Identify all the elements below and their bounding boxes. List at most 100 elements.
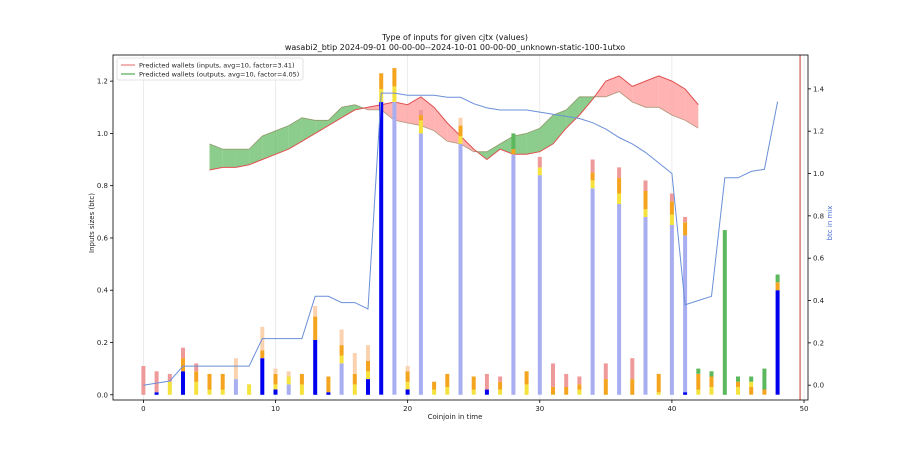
bar-segment-fresh_yellow	[643, 209, 648, 217]
bar-segment-fresh_yellow	[656, 392, 661, 395]
prediction-band-segment	[381, 102, 395, 121]
bar-segment-fresh	[220, 373, 225, 390]
bar-segment-fresh_yellow	[709, 386, 714, 395]
predicted-inputs-line	[209, 75, 699, 171]
prediction-band-segment	[407, 96, 421, 126]
y-tick-label: 1.0	[97, 130, 108, 138]
prediction-band-segment	[685, 89, 699, 129]
bar-segment-fresh	[564, 386, 569, 395]
bar-segment-remix	[260, 358, 265, 395]
bar-segment-peach	[458, 117, 463, 126]
bar-segment-fresh_yellow	[749, 381, 754, 387]
legend: Predicted wallets (inputs, avg=10, facto…	[116, 57, 304, 81]
bar-segment-fresh_yellow	[669, 214, 674, 225]
bar-segment-pinkish	[603, 363, 608, 380]
prediction-band-segment	[619, 75, 633, 102]
bar-segment-green_bar	[762, 368, 767, 390]
prediction-band-segment	[526, 128, 540, 155]
bar-segment-fresh	[498, 381, 503, 390]
bar-segment-remix_light	[669, 224, 674, 395]
y-tick-label: 1.2	[97, 78, 108, 86]
bar-segment-remix	[313, 339, 318, 395]
bar-segment-remix	[326, 392, 331, 395]
bar-segment-fresh	[656, 373, 661, 393]
y-tick-label: 0.6	[97, 234, 109, 242]
bar-segment-fresh	[577, 384, 582, 390]
bar-segment-fresh_yellow	[471, 389, 476, 395]
bar-segment-green_bar	[736, 376, 740, 382]
bar-segment-fresh_yellow	[392, 86, 397, 103]
bar-segment-remix_light	[590, 188, 595, 395]
bar-segment-pinkish	[194, 363, 199, 372]
bar-segment-fresh_yellow	[339, 355, 344, 364]
prediction-band-segment	[553, 109, 567, 144]
bar-segment-fresh_yellow	[577, 389, 582, 395]
bar-segment-fresh_yellow	[498, 389, 503, 395]
plot-frame	[112, 54, 809, 401]
bar-segment-fresh	[432, 381, 437, 390]
bar-segment-fresh_yellow	[352, 384, 357, 395]
bar-segment-fresh_yellow	[194, 381, 199, 395]
bar-segment-remix	[366, 379, 370, 395]
prediction-band-segment	[328, 107, 342, 126]
bar-segment-pinkish	[590, 159, 595, 173]
bar-segment-pinkish	[643, 180, 648, 191]
bar-segment-fresh	[313, 316, 318, 340]
prediction-band-segment	[368, 104, 382, 110]
legend-box	[116, 57, 304, 81]
prediction-band-segment	[645, 75, 659, 108]
bar-segment-peach	[273, 368, 278, 374]
y2-tick-label: 1.2	[813, 128, 824, 136]
bar-segment-pinkish	[683, 217, 688, 223]
bar-segment-fresh	[683, 222, 688, 236]
bar-segment-remix_light	[339, 363, 344, 395]
bar-segment-fresh_yellow	[432, 389, 437, 395]
bar-segment-fresh	[630, 379, 635, 395]
bar-segment-remix_light	[233, 379, 238, 395]
btc-in-mix-series	[143, 55, 801, 400]
bar-segment-remix	[379, 102, 384, 395]
y-tick-label: 0.8	[97, 182, 108, 190]
bar-segment-fresh	[696, 373, 701, 390]
bar-segment-fresh_yellow	[366, 371, 370, 380]
prediction-bands	[209, 75, 699, 171]
x-tick-label: 10	[271, 405, 280, 413]
bar-segment-fresh_yellow	[736, 386, 740, 395]
bar-segment-fresh_yellow	[167, 381, 172, 395]
bar-segment-fresh	[775, 282, 780, 291]
bar-series	[141, 68, 780, 395]
bar-segment-remix_light	[511, 154, 516, 395]
bar-segment-pinkish	[484, 373, 489, 390]
bar-segment-fresh	[749, 386, 754, 395]
bar-segment-peach	[352, 353, 357, 374]
x-tick-label: 0	[141, 405, 145, 413]
bar-segment-fresh	[405, 371, 410, 382]
bar-segment-fresh	[194, 371, 199, 382]
y-axis-label: Inputs sizes (btc)	[88, 193, 96, 253]
bar-segment-fresh_yellow	[299, 384, 304, 395]
prediction-band-segment	[539, 115, 553, 152]
bar-segment-fresh_yellow	[418, 120, 423, 134]
x-tick-label: 30	[535, 405, 544, 413]
y2-tick-label: 0.8	[813, 212, 824, 220]
bar-segment-fresh	[339, 345, 344, 356]
bar-segment-peach	[405, 366, 410, 372]
y-tick-label: 0.2	[97, 339, 108, 347]
bar-segment-peach	[339, 329, 344, 346]
bar-segment-green_bar	[511, 133, 516, 150]
bar-segment-pinkish	[551, 363, 555, 387]
bar-segment-green_bar	[709, 371, 714, 377]
bar-segment-fresh	[617, 177, 622, 194]
bar-segment-fresh	[458, 125, 463, 137]
prediction-band-segment	[513, 133, 527, 155]
bar-segment-fresh_yellow	[273, 384, 278, 390]
bar-segment-fresh	[643, 190, 648, 210]
prediction-band-segment	[658, 75, 672, 116]
x-axis-label: Coinjoin in time	[428, 413, 483, 421]
bar-segment-peach	[313, 305, 318, 317]
y2-tick-label: 0.4	[813, 297, 825, 305]
bar-segment-remix_light	[617, 204, 622, 395]
bar-segment-peach	[233, 358, 238, 380]
bar-segment-fresh	[471, 376, 476, 390]
